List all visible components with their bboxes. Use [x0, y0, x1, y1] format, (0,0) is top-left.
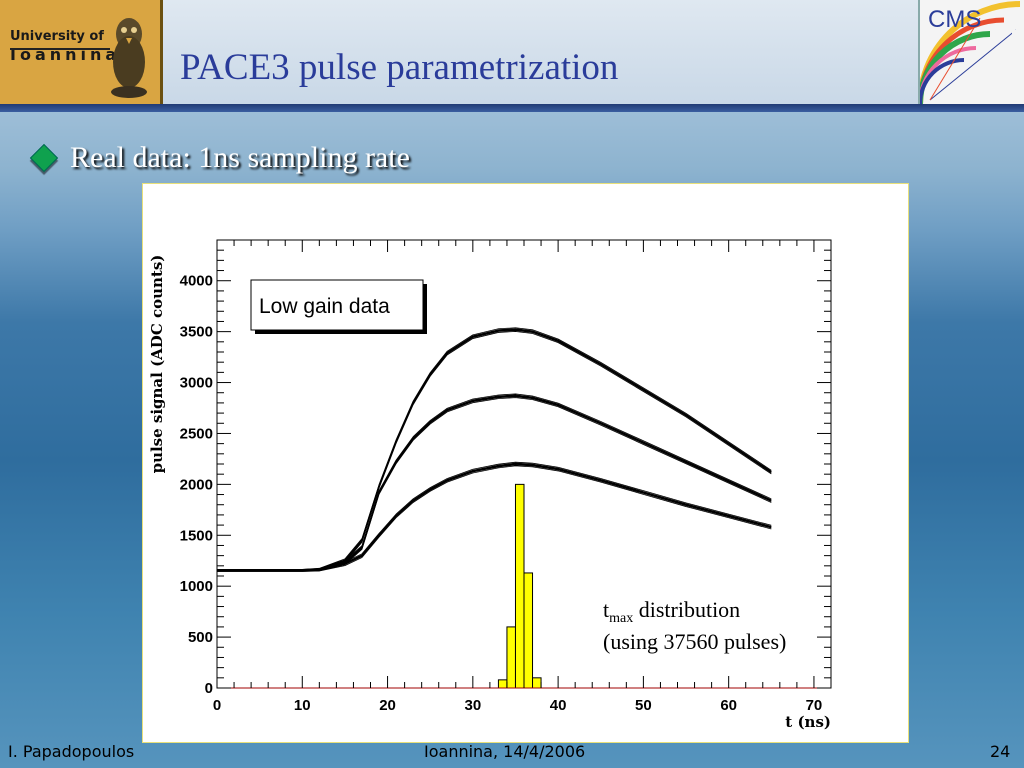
pulse-curve-0-1 [217, 330, 772, 571]
x-tick-label-60: 60 [720, 697, 737, 714]
university-logo-line2: Ioannina [10, 45, 121, 64]
x-tick-label-30: 30 [464, 697, 481, 714]
pulse-curve-1-3 [217, 394, 772, 571]
diamond-bullet-icon [29, 143, 59, 173]
header-bar [0, 0, 1024, 104]
pulse-curve-0-3 [217, 328, 772, 571]
x-tick-label-0: 0 [213, 697, 221, 714]
pulse-series-2 [217, 461, 772, 572]
pulse-curve-2-2 [217, 463, 772, 572]
annotation-line1: tmax distribution [603, 597, 740, 626]
bullet-item: Real data: 1ns sampling rate [29, 138, 410, 178]
pulse-series-0 [217, 327, 772, 571]
y-tick-label-2000: 2000 [180, 476, 213, 493]
annotation-line2: (using 37560 pulses) [603, 629, 786, 654]
y-tick-label-1000: 1000 [180, 578, 213, 595]
pulse-curve-1-0 [217, 397, 772, 571]
footer-author: I. Papadopoulos [8, 742, 135, 761]
legend-label: Low gain data [259, 295, 390, 318]
pulse-curve-1-4 [217, 393, 772, 570]
university-logo-rule [10, 48, 110, 50]
cms-detector-icon [920, 1, 1022, 104]
histogram-bar-0 [497, 679, 508, 689]
pulse-curve-2-0 [217, 465, 772, 572]
pulse-curve-2-4 [217, 461, 772, 571]
y-tick-label-2500: 2500 [180, 425, 213, 442]
histogram-bar-2 [514, 483, 525, 689]
y-tick-label-500: 500 [188, 629, 213, 646]
y-tick-label-3500: 3500 [180, 324, 213, 341]
y-tick-label-4000: 4000 [180, 273, 213, 290]
university-logo-line1: University of [10, 29, 104, 44]
pulse-curve-0-2 [217, 328, 772, 571]
pulse-curve-0-0 [217, 331, 772, 571]
pulse-chart: 0 10 20 30 40 50 60 70 0 500 1000 1500 2000 2500 3000… [148, 239, 832, 731]
pulse-curve-2-1 [217, 464, 772, 572]
footer-place-date: Ioannina, 14/4/2006 [424, 742, 586, 761]
pulse-curve-0-4 [217, 327, 772, 570]
y-axis-label: pulse signal (ADC counts) [148, 255, 166, 474]
university-logo-text: University of Ioannina [10, 28, 121, 64]
histogram-bar-4 [532, 677, 542, 689]
pulse-curve-2-3 [217, 462, 772, 572]
x-axis-label: t (ns) [785, 713, 831, 731]
slide-title: PACE3 pulse parametrization [180, 47, 619, 88]
y-tick-label-3000: 3000 [180, 375, 213, 392]
pulse-series-1 [217, 393, 772, 571]
x-tick-label-20: 20 [379, 697, 396, 714]
chart-panel: 0 10 20 30 40 50 60 70 0 500 1000 1500 2000 2500 3000… [142, 183, 909, 743]
histogram-bar-3 [523, 572, 534, 689]
x-tick-label-10: 10 [294, 697, 311, 714]
y-tick-label-1500: 1500 [180, 527, 213, 544]
footer-page-number: 24 [990, 742, 1011, 761]
x-tick-label-50: 50 [635, 697, 652, 714]
x-tick-label-40: 40 [550, 697, 567, 714]
cms-logo: CMS [918, 0, 1024, 104]
university-logo: University of Ioannina [0, 0, 163, 104]
legend-box: Low gain data [250, 279, 427, 334]
y-axis: 0 500 1000 1500 2000 2500 3000 3500 4000 [180, 239, 831, 697]
annotation-line1-text: distribution [633, 597, 740, 622]
x-axis: 0 10 20 30 40 50 60 70 [213, 240, 832, 714]
y-tick-label-0: 0 [205, 680, 213, 697]
bullet-text: Real data: 1ns sampling rate [70, 141, 410, 174]
owl-emblem-icon [111, 18, 147, 98]
histogram-bar-1 [506, 626, 516, 689]
header-rule [0, 104, 1024, 112]
annotation-subscript: max [609, 611, 633, 626]
x-tick-label-70: 70 [806, 697, 823, 714]
pulse-curve-1-1 [217, 396, 772, 571]
annotation-symbol: t [603, 597, 609, 622]
cms-logo-text: CMS [928, 6, 982, 33]
pulse-curve-1-2 [217, 394, 772, 571]
